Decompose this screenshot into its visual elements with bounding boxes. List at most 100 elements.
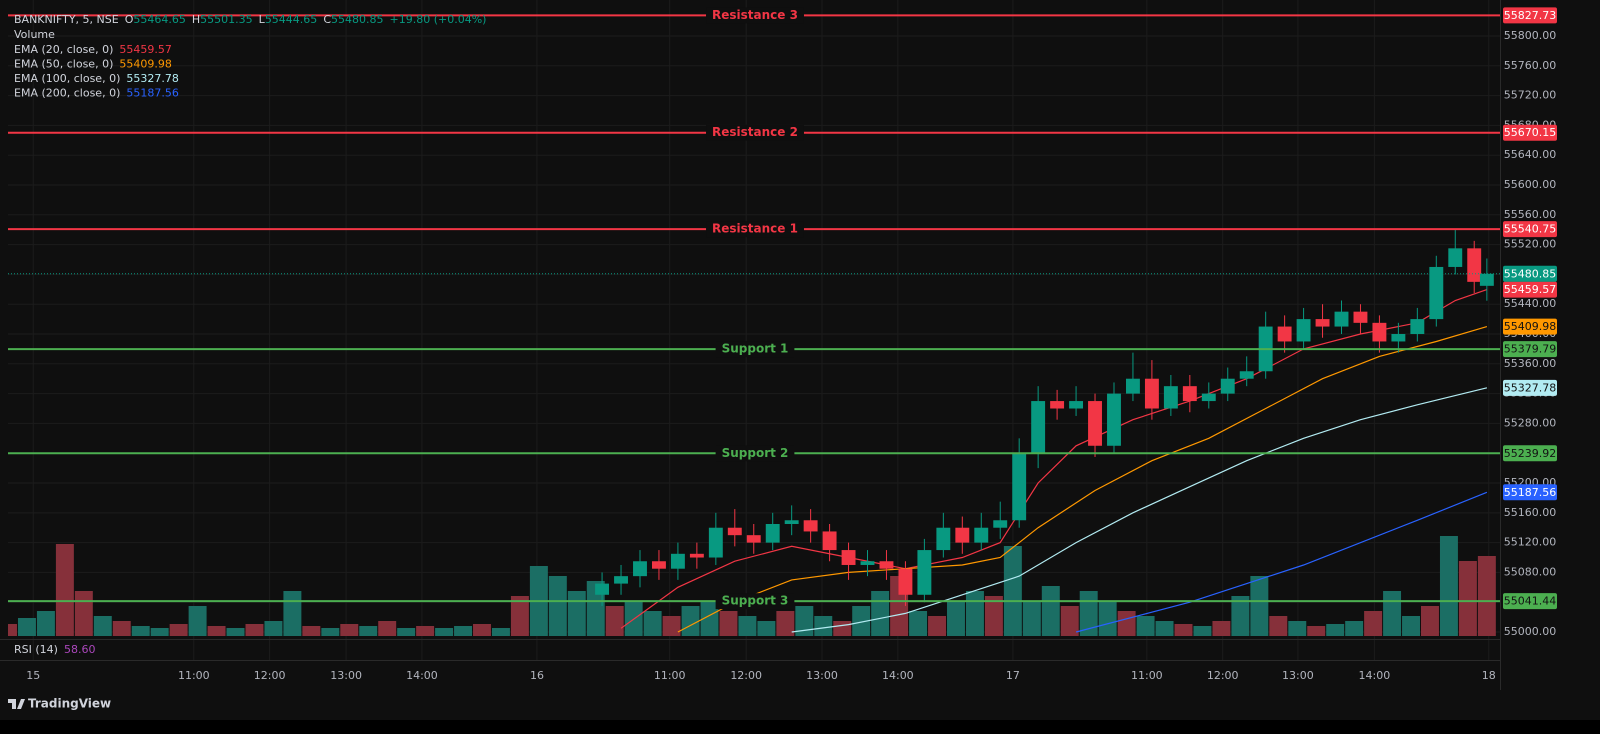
volume-bar [74, 591, 93, 636]
volume-bar [131, 626, 150, 636]
y-tick-label: 55360.00 [1504, 357, 1557, 370]
y-tick-label: 55120.00 [1504, 536, 1557, 549]
volume-bar [1402, 616, 1421, 636]
candle [670, 542, 685, 580]
brand: TradingView [28, 697, 111, 711]
candle-body [1012, 453, 1027, 521]
ema-line [1075, 491, 1488, 633]
volume-bar [245, 624, 264, 636]
candle [1031, 386, 1046, 469]
volume-bar [1477, 556, 1496, 636]
volume-bar [226, 628, 245, 636]
volume-bar [17, 618, 36, 636]
volume-bar [681, 606, 700, 636]
legend-entry: EMA (50, close, 0) 55409.98 [14, 58, 172, 71]
volume-bar [93, 616, 112, 636]
level-label-bg [706, 124, 804, 141]
level-label: Resistance 3 [712, 8, 798, 22]
price-tag-label: 55409.98 [1504, 320, 1557, 333]
candle-body [746, 535, 761, 543]
level-label: Resistance 1 [712, 222, 798, 236]
legend-value: 55409.98 [119, 58, 172, 71]
level-label-bg [715, 445, 795, 462]
volume-bar [871, 591, 890, 636]
tradingview-logo[interactable]: TradingView [8, 697, 111, 711]
y-tick-label: 55720.00 [1504, 89, 1557, 102]
candle [1429, 255, 1444, 327]
volume-bar [965, 591, 984, 636]
volume-bar [169, 624, 188, 636]
price-tag-label: 55041.44 [1504, 595, 1557, 608]
legend-name: EMA (100, close, 0) [14, 72, 120, 85]
volume-bar [795, 606, 814, 636]
rsi-name: RSI (14) [14, 643, 58, 656]
candle-body [955, 527, 970, 543]
price-tag [1503, 318, 1557, 335]
volume-bar [909, 611, 928, 636]
candle-body [841, 550, 856, 565]
candle-body [1069, 401, 1084, 409]
volume-bar [1003, 546, 1022, 636]
y-tick-label: 55600.00 [1504, 178, 1557, 191]
volume-bar [1212, 621, 1231, 636]
volume-bar [1250, 576, 1269, 636]
candle [1448, 229, 1463, 275]
candle-body [917, 550, 932, 595]
volume-bar [947, 601, 965, 636]
y-tick-label: 55000.00 [1504, 625, 1557, 638]
candle [1372, 315, 1387, 353]
x-tick-label: 13:00 [1282, 669, 1314, 682]
candle [1107, 382, 1121, 454]
volume-bar [112, 621, 131, 636]
volume-bar [340, 624, 359, 636]
volume-bar [776, 611, 795, 636]
volume-bar [1231, 596, 1250, 636]
volume-bar [833, 621, 852, 636]
x-tick-label: 18 [1482, 669, 1496, 682]
candle-body [1050, 401, 1065, 409]
volume-bar [302, 626, 321, 636]
volume-bar [188, 606, 207, 636]
candle-body [1353, 311, 1368, 323]
legend-entry: EMA (100, close, 0) 55327.78 [14, 72, 179, 85]
candle [1220, 367, 1235, 402]
y-tick-label: 55800.00 [1504, 29, 1557, 42]
candle [1467, 240, 1482, 294]
y-tick-label: 55280.00 [1504, 416, 1557, 429]
volume-bar [378, 621, 397, 636]
candle [1144, 360, 1159, 420]
volume-bar [454, 626, 473, 636]
candle-body [1220, 378, 1235, 394]
rsi-value: 58.60 [64, 643, 96, 656]
volume-bar [1288, 621, 1307, 636]
candle [1088, 393, 1102, 457]
volume-bar [1155, 621, 1174, 636]
legend: BANKNIFTY, 5, NSE O55464.65 H55501.35 L5544… [14, 13, 486, 656]
volume-bar [719, 611, 738, 636]
volume-bar [283, 591, 302, 636]
x-tick-label: 14:00 [882, 669, 914, 682]
level-label-bg [706, 221, 804, 238]
volume-bar [359, 626, 378, 636]
candle-body [689, 553, 704, 558]
volume-bar [1193, 626, 1212, 636]
symbol: BANKNIFTY, 5, NSE [14, 13, 119, 26]
ohlc-label: C [323, 13, 331, 26]
x-tick-label: 14:00 [406, 669, 438, 682]
volume-bar [1079, 591, 1098, 636]
candle-body [1201, 393, 1216, 402]
volume-bar [1307, 626, 1326, 636]
candle [689, 542, 704, 569]
ohlc-label: O [125, 13, 134, 26]
legend-value: 55459.57 [119, 43, 172, 56]
candle [1239, 356, 1254, 387]
y-tick-label: 55440.00 [1504, 297, 1557, 310]
candle-body [1391, 334, 1406, 342]
change: +19.80 (+0.04%) [390, 13, 487, 26]
volume-bar [1098, 601, 1117, 636]
candle [1410, 307, 1425, 342]
candle [614, 564, 628, 595]
y-tick-label: 55520.00 [1504, 238, 1557, 251]
